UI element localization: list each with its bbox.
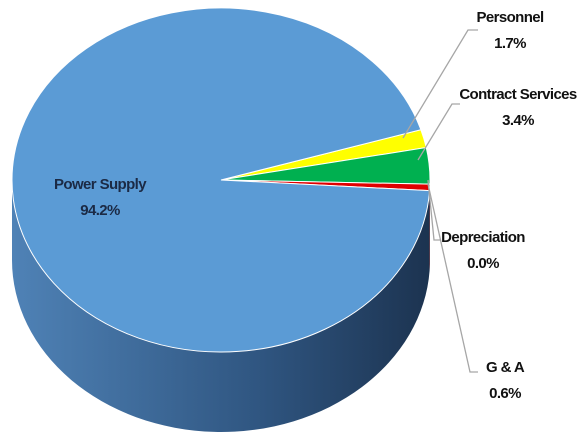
category-label: Depreciation — [441, 229, 525, 246]
pie-side — [12, 180, 430, 433]
category-label: Personnel — [476, 9, 544, 26]
leader-line — [417, 103, 460, 161]
value-label: 1.7% — [494, 35, 526, 52]
category-label: Contract Services — [459, 86, 577, 103]
leader-line — [402, 29, 478, 139]
category-label: Power Supply — [54, 176, 147, 193]
leader-line — [427, 179, 440, 241]
value-label: 94.2% — [80, 202, 120, 219]
pie-tops — [11, 7, 431, 353]
category-label: G & A — [486, 359, 525, 376]
labels: Personnel 1.7% Contract Services 3.4% G & A 0… — [54, 9, 578, 402]
value-label: 3.4% — [502, 112, 534, 129]
value-label: 0.0% — [467, 255, 499, 272]
value-label: 0.6% — [489, 385, 521, 402]
pie-slice — [11, 7, 431, 353]
leader-line — [427, 183, 478, 373]
